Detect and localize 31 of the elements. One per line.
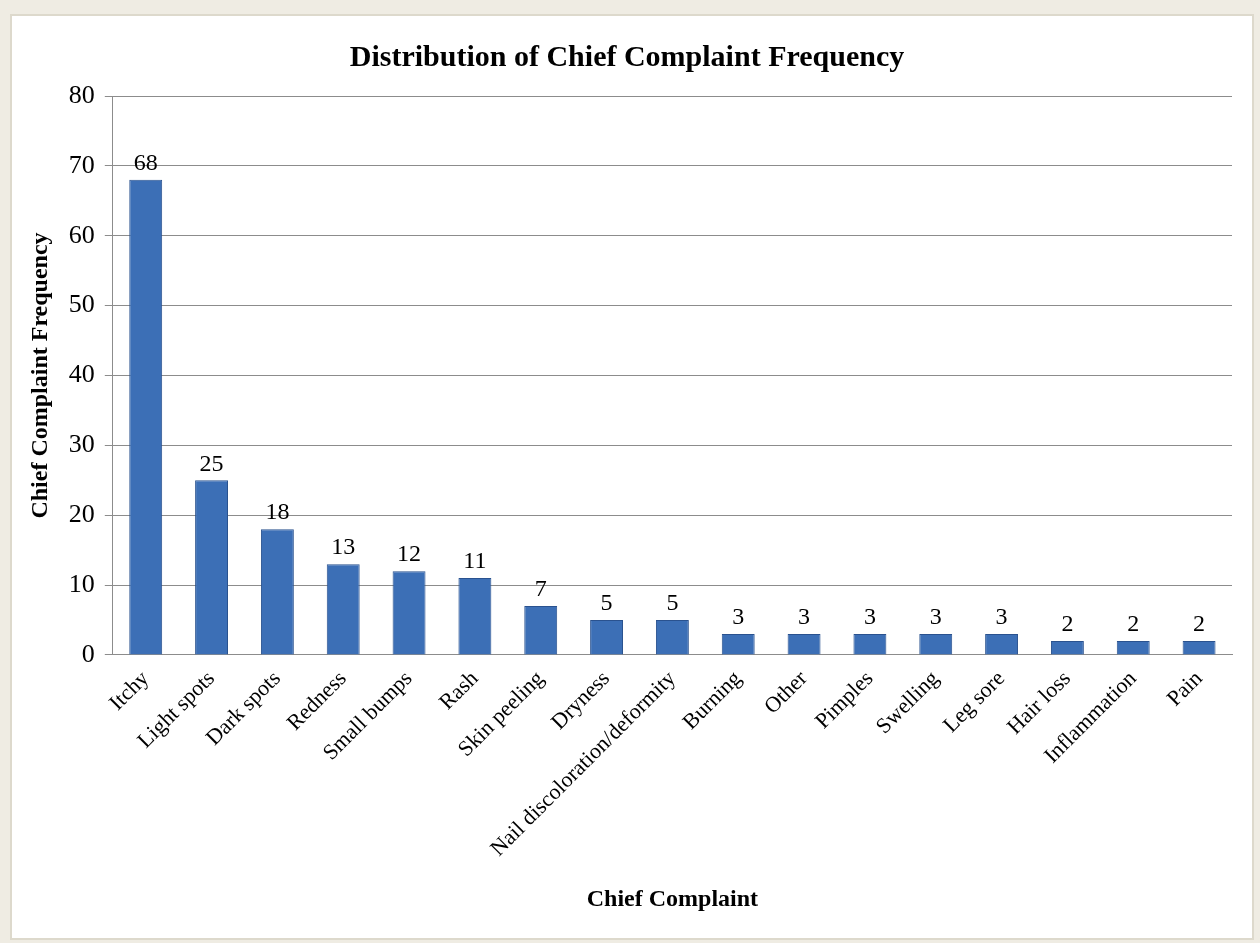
data-label: 5 [666,589,679,616]
y-tick-label: 0 [81,638,95,668]
y-tick-label: 30 [68,429,95,459]
y-tick-label: 70 [68,149,95,179]
x-tick-label: Pain [1161,665,1207,711]
data-label: 11 [463,547,487,574]
chart-title: Distribution of Chief Complaint Frequency [349,38,905,72]
data-label: 25 [199,449,224,476]
data-label: 68 [133,149,158,176]
data-label: 2 [1127,610,1140,637]
x-axis-title: Chief Complaint [586,884,759,911]
data-label: 3 [995,603,1008,630]
data-label: 5 [600,589,613,616]
y-axis-title: Chief Complaint Frequency [25,232,52,519]
data-label: 12 [397,540,422,567]
data-label: 18 [265,498,290,525]
data-label: 3 [929,603,942,630]
data-label: 7 [534,575,547,602]
y-tick-label: 40 [68,359,95,389]
y-tick-label: 50 [68,289,95,319]
data-label: 2 [1061,610,1074,637]
y-tick-label: 80 [68,79,95,109]
data-label: 2 [1193,610,1206,637]
data-label: 13 [331,533,356,560]
data-label: 3 [863,603,876,630]
x-tick-label: Rash [433,665,483,715]
data-label: 3 [798,603,811,630]
y-tick-label: 20 [68,499,95,529]
y-tick-label: 60 [68,219,95,249]
y-tick-label: 10 [68,568,95,598]
data-label: 3 [732,603,745,630]
